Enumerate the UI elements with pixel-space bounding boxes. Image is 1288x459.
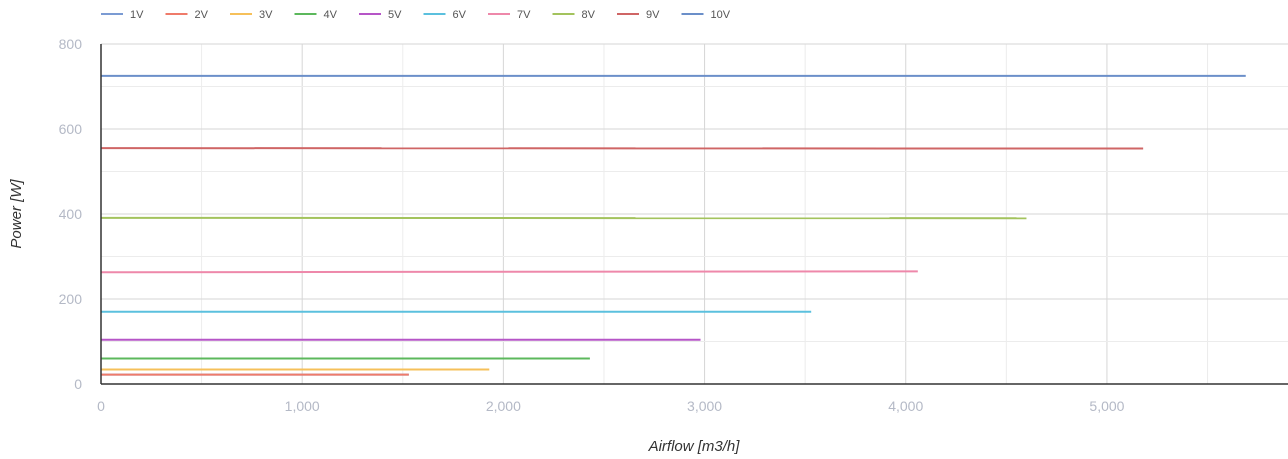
x-tick-label: 5,000	[1089, 398, 1124, 414]
legend-label: 2V	[195, 9, 209, 21]
legend-item-3v[interactable]: 3V	[230, 9, 273, 21]
y-tick-label: 0	[74, 376, 82, 392]
grid	[101, 43, 1288, 384]
legend-item-9v[interactable]: 9V	[617, 9, 660, 21]
legend-item-5v[interactable]: 5V	[359, 9, 402, 21]
x-tick-label: 2,000	[486, 398, 521, 414]
legend-label: 6V	[453, 9, 467, 21]
legend-label: 1V	[130, 9, 144, 21]
y-axis-title: Power [W]	[8, 179, 25, 249]
legend-label: 5V	[388, 9, 402, 21]
legend-item-6v[interactable]: 6V	[423, 9, 467, 21]
y-tick-label: 200	[59, 291, 83, 307]
legend-item-8v[interactable]: 8V	[552, 9, 596, 21]
legend-label: 7V	[517, 9, 531, 21]
legend-label: 10V	[711, 9, 731, 21]
legend-item-10v[interactable]: 10V	[681, 9, 731, 21]
legend-label: 3V	[259, 9, 273, 21]
x-axis-title: Airflow [m3/h]	[648, 438, 741, 455]
legend: 1V 2V 3V 4V 5V 6V 7V 8V 9V 10V	[101, 9, 731, 21]
legend-item-1v[interactable]: 1V	[101, 9, 144, 21]
legend-item-4v[interactable]: 4V	[294, 9, 338, 21]
legend-item-7v[interactable]: 7V	[488, 9, 531, 21]
series-line-7v[interactable]	[100, 270, 918, 274]
x-tick-label: 4,000	[888, 398, 923, 414]
y-tick-label: 800	[59, 36, 83, 52]
legend-label: 8V	[582, 9, 596, 21]
x-tick-label: 1,000	[285, 398, 320, 414]
x-tick-labels: 0 1,000 2,000 3,000 4,000 5,000	[97, 398, 1125, 414]
legend-item-2v[interactable]: 2V	[165, 9, 209, 21]
series-layer	[100, 74, 1246, 376]
axes	[100, 44, 1288, 385]
y-tick-label: 600	[59, 121, 83, 137]
y-tick-labels: 0 200 400 600 800	[59, 36, 83, 392]
y-tick-label: 400	[59, 206, 83, 222]
x-tick-label: 0	[97, 398, 105, 414]
x-tick-label: 3,000	[687, 398, 722, 414]
legend-label: 9V	[646, 9, 660, 21]
legend-label: 4V	[324, 9, 338, 21]
